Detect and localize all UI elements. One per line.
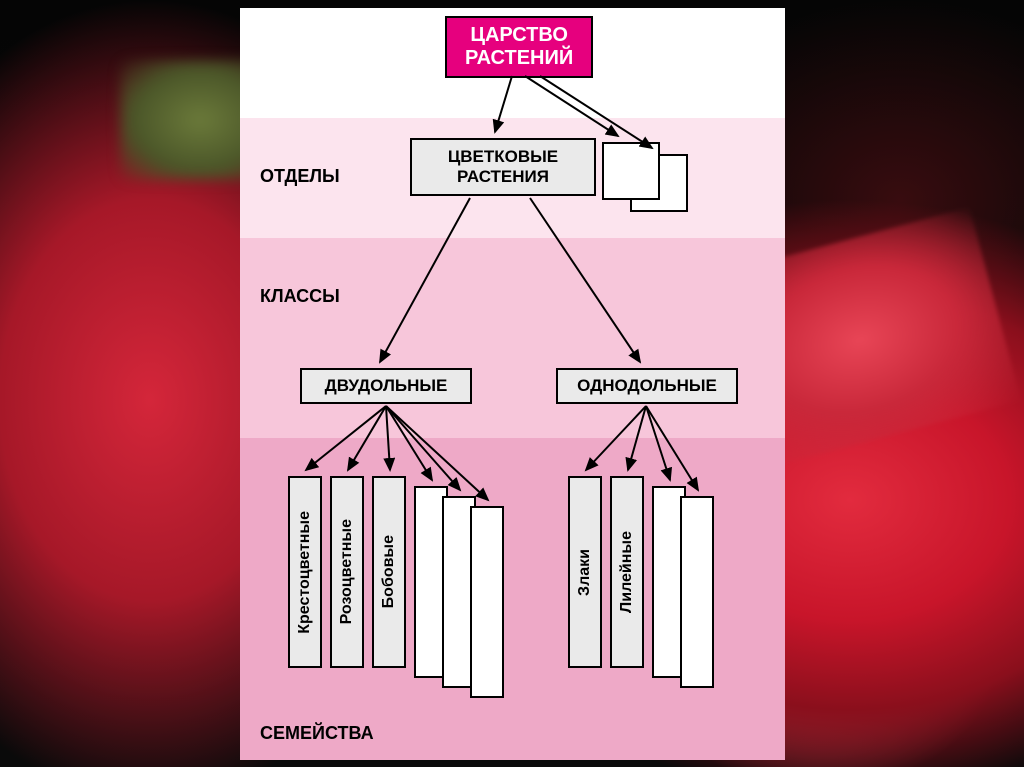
family-monocot-empty-1 (680, 496, 714, 688)
otdel-main-line2: РАСТЕНИЯ (457, 167, 549, 186)
label-klassy: КЛАССЫ (260, 286, 340, 307)
otdel-empty-1 (602, 142, 660, 200)
family-dicot-0: Крестоцветные (288, 476, 322, 668)
family-dicot-empty-2 (470, 506, 504, 698)
family-monocot-1: Лилейные (610, 476, 644, 668)
otdel-main: ЦВЕТКОВЫЕ РАСТЕНИЯ (410, 138, 596, 196)
class-dicot-label: ДВУДОЛЬНЫЕ (325, 376, 448, 396)
otdel-main-line1: ЦВЕТКОВЫЕ (448, 147, 558, 166)
root-node: ЦАРСТВО РАСТЕНИЙ (445, 16, 593, 78)
label-semeystva: СЕМЕЙСТВА (260, 723, 374, 744)
class-dicot: ДВУДОЛЬНЫЕ (300, 368, 472, 404)
label-otdely: ОТДЕЛЫ (260, 166, 340, 187)
root-line1: ЦАРСТВО (470, 24, 568, 46)
root-line2: РАСТЕНИЙ (465, 47, 573, 69)
family-monocot-0: Злаки (568, 476, 602, 668)
family-dicot-2: Бобовые (372, 476, 406, 668)
band-klassy: КЛАССЫ (240, 238, 785, 438)
taxonomy-diagram: ОТДЕЛЫ КЛАССЫ СЕМЕЙСТВА ЦАРСТВО РАСТЕНИЙ… (240, 8, 785, 760)
family-dicot-1: Розоцветные (330, 476, 364, 668)
class-monocot-label: ОДНОДОЛЬНЫЕ (577, 376, 717, 396)
class-monocot: ОДНОДОЛЬНЫЕ (556, 368, 738, 404)
